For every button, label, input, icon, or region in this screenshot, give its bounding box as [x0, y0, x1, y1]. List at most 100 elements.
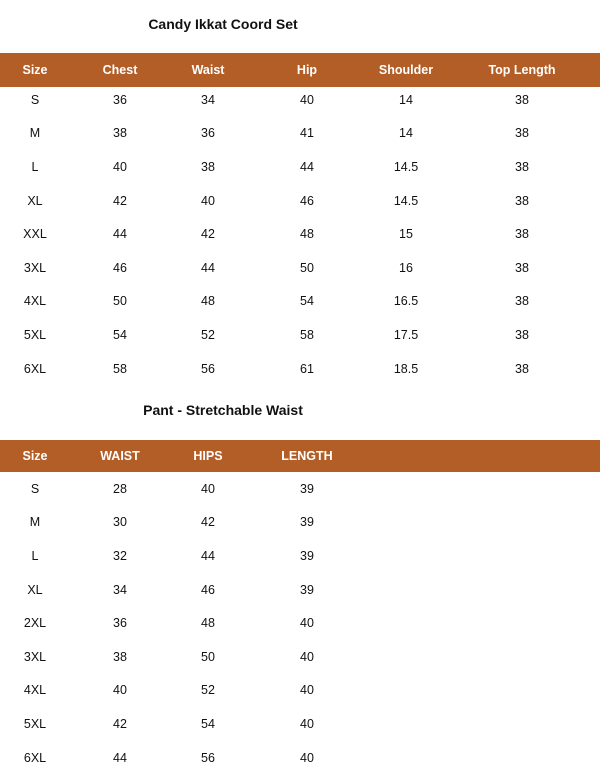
- column-header: HIPS: [193, 449, 223, 463]
- table-cell: 40: [201, 481, 215, 496]
- table-cell: 38: [515, 361, 529, 376]
- table-cell: 38: [515, 92, 529, 107]
- table-row: 4XL 40 52 40: [0, 674, 600, 708]
- table-cell: 48: [300, 227, 314, 242]
- column-header: Shoulder: [378, 63, 434, 77]
- table-cell: 39: [300, 548, 314, 563]
- table-row: 6XL 44 56 40: [0, 741, 600, 775]
- table-cell: 40: [300, 716, 314, 731]
- table-cell: 4XL: [23, 683, 47, 698]
- table-row: XL 34 46 39: [0, 573, 600, 607]
- table-cell: XL: [27, 193, 43, 208]
- table-cell: L: [31, 159, 39, 174]
- table-cell: 36: [113, 92, 127, 107]
- column-header: Size: [22, 449, 48, 463]
- table-cell: 54: [300, 294, 314, 309]
- table-cell: 14.5: [393, 193, 419, 208]
- table-cell: 40: [113, 159, 127, 174]
- table-cell: 52: [201, 327, 215, 342]
- table-cell: 58: [300, 327, 314, 342]
- table-cell: 42: [113, 193, 127, 208]
- table-row: 3XL 46 44 50 16 38: [0, 251, 600, 285]
- table-cell: 34: [201, 92, 215, 107]
- table-row: XL 42 40 46 14.5 38: [0, 184, 600, 218]
- table-row: S 36 34 40 14 38: [0, 83, 600, 117]
- column-header: WAIST: [100, 449, 140, 463]
- column-header: Size: [22, 63, 48, 77]
- table-cell: 6XL: [23, 750, 47, 765]
- table-cell: 39: [300, 582, 314, 597]
- table-cell: 38: [515, 294, 529, 309]
- table-header: Size Chest Waist Hip Shoulder Top Length: [0, 53, 600, 87]
- table-cell: 38: [515, 126, 529, 141]
- table-cell: 46: [201, 582, 215, 597]
- table-cell: 54: [201, 716, 215, 731]
- table-cell: 40: [300, 616, 314, 631]
- table-cell: 56: [201, 750, 215, 765]
- table-cell: 40: [300, 750, 314, 765]
- table-cell: 16.5: [393, 294, 419, 309]
- table-cell: 18.5: [393, 361, 419, 376]
- table-cell: M: [29, 126, 41, 141]
- table-cell: 39: [300, 481, 314, 496]
- top-table-title: Candy Ikkat Coord Set: [148, 16, 298, 32]
- pant-table-title: Pant - Stretchable Waist: [143, 402, 303, 418]
- table-cell: 44: [113, 750, 127, 765]
- table-cell: 3XL: [23, 649, 47, 664]
- table-cell: 39: [300, 515, 314, 530]
- table-cell: 61: [300, 361, 314, 376]
- table-cell: 36: [113, 616, 127, 631]
- table-cell: S: [30, 92, 40, 107]
- table-cell: 40: [300, 92, 314, 107]
- table-cell: XXL: [23, 227, 47, 242]
- table-row: 4XL 50 48 54 16.5 38: [0, 285, 600, 319]
- table-cell: 42: [113, 716, 127, 731]
- table-cell: 14: [399, 126, 413, 141]
- column-header: LENGTH: [281, 449, 333, 463]
- table-cell: 17.5: [393, 327, 419, 342]
- table-cell: 40: [300, 649, 314, 664]
- table-row: L 40 38 44 14.5 38: [0, 150, 600, 184]
- table-cell: 44: [300, 159, 314, 174]
- table-cell: S: [30, 481, 40, 496]
- table-cell: 16: [399, 260, 413, 275]
- table-cell: 38: [515, 227, 529, 242]
- table-cell: 38: [515, 327, 529, 342]
- table-cell: 56: [201, 361, 215, 376]
- table-cell: 6XL: [23, 361, 47, 376]
- table-cell: 58: [113, 361, 127, 376]
- table-cell: XL: [27, 582, 43, 597]
- table-cell: 54: [113, 327, 127, 342]
- table-cell: 14: [399, 92, 413, 107]
- table-cell: 44: [113, 227, 127, 242]
- table-cell: 50: [201, 649, 215, 664]
- table-cell: 50: [300, 260, 314, 275]
- column-header: Top Length: [488, 63, 556, 77]
- table-cell: 5XL: [23, 327, 47, 342]
- table-row: 5XL 42 54 40: [0, 707, 600, 741]
- table-cell: 44: [201, 260, 215, 275]
- table-cell: 38: [201, 159, 215, 174]
- table-cell: 40: [201, 193, 215, 208]
- table-cell: 46: [300, 193, 314, 208]
- table-cell: 5XL: [23, 716, 47, 731]
- table-cell: 2XL: [23, 616, 47, 631]
- table-cell: 38: [113, 649, 127, 664]
- table-row: XXL 44 42 48 15 38: [0, 217, 600, 251]
- table-cell: 42: [201, 515, 215, 530]
- column-header: Waist: [191, 63, 225, 77]
- column-header: Hip: [296, 63, 318, 77]
- table-cell: 38: [515, 159, 529, 174]
- table-row: 6XL 58 56 61 18.5 38: [0, 352, 600, 386]
- table-cell: 52: [201, 683, 215, 698]
- table-cell: 38: [515, 260, 529, 275]
- table-cell: 42: [201, 227, 215, 242]
- table-cell: 46: [113, 260, 127, 275]
- table-row: 5XL 54 52 58 17.5 38: [0, 318, 600, 352]
- table-cell: L: [31, 548, 39, 563]
- table-cell: 34: [113, 582, 127, 597]
- table-cell: 30: [113, 515, 127, 530]
- table-cell: 40: [113, 683, 127, 698]
- table-row: M 38 36 41 14 38: [0, 117, 600, 151]
- table-cell: 4XL: [23, 294, 47, 309]
